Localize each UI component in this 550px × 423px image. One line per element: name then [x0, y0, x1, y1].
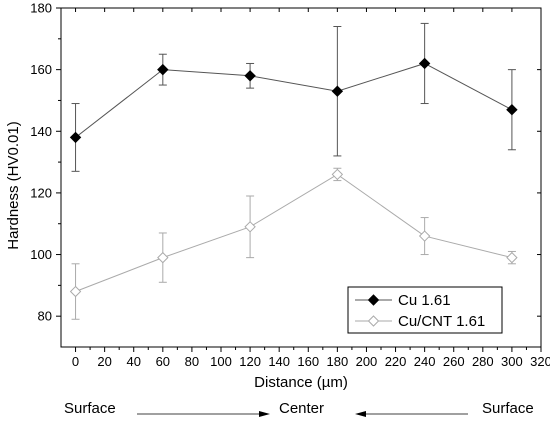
center-label: Center: [279, 400, 325, 417]
x-tick-label: 140: [268, 354, 290, 369]
data-point: [331, 168, 344, 181]
x-tick-label: 160: [297, 354, 319, 369]
data-point: [244, 70, 256, 82]
surface-left-label: Surface: [64, 400, 116, 417]
legend: Cu 1.61 Cu/CNT 1.61: [347, 286, 503, 334]
legend-label: Cu 1.61: [398, 292, 451, 309]
axes: 0 20 40 60 80 100 120 140 160 180 200 220 240 260 280 3…: [5, 1, 550, 392]
y-tick-label: 100: [30, 247, 52, 262]
data-point: [506, 103, 518, 116]
y-tick-label: 80: [38, 309, 52, 324]
y-tick-label: 120: [30, 185, 52, 200]
y-axis-title: Hardness (HV0.01): [5, 121, 22, 249]
series-group: [69, 22, 518, 320]
surface-right-label: Surface: [482, 400, 534, 417]
x-tick-label: 40: [126, 354, 140, 369]
y-tick-label: 180: [30, 1, 52, 16]
data-point: [418, 57, 431, 70]
x-tick-label: 0: [72, 354, 79, 369]
data-point: [69, 131, 82, 144]
x-tick-label: 120: [239, 354, 261, 369]
arrow-right-to-center-head: [355, 411, 366, 417]
x-tick-label: 200: [356, 354, 378, 369]
data-point: [418, 230, 431, 242]
data-point: [506, 251, 518, 264]
x-tick-label: 320: [530, 354, 550, 369]
x-tick-label: 240: [414, 354, 436, 369]
x-tick-label: 60: [156, 354, 170, 369]
series-line: [75, 62, 513, 138]
x-tick-label: 20: [97, 354, 111, 369]
x-tick-label: 100: [210, 354, 232, 369]
y-tick-label: 160: [30, 62, 52, 77]
x-tick-label: 300: [501, 354, 523, 369]
x-tick-label: 80: [185, 354, 199, 369]
x-tick-label: 220: [385, 354, 407, 369]
legend-marker: [367, 315, 380, 327]
series-1: [69, 22, 518, 172]
direction-arrows: [137, 411, 468, 417]
x-tick-label: 180: [327, 354, 349, 369]
x-axis-title: Distance (µm): [254, 374, 348, 391]
data-point: [69, 285, 82, 298]
data-point: [244, 221, 256, 233]
series-2: [69, 167, 518, 320]
x-tick-label: 260: [443, 354, 465, 369]
y-tick-label: 140: [30, 124, 52, 139]
arrow-left-to-center-head: [259, 411, 270, 417]
legend-label: Cu/CNT 1.61: [398, 313, 485, 330]
x-tick-label: 280: [472, 354, 494, 369]
data-point: [157, 63, 169, 76]
legend-marker: [367, 294, 380, 306]
data-point: [331, 85, 344, 97]
data-point: [157, 251, 169, 264]
series-line: [75, 173, 513, 292]
plot-frame: [60, 7, 542, 348]
